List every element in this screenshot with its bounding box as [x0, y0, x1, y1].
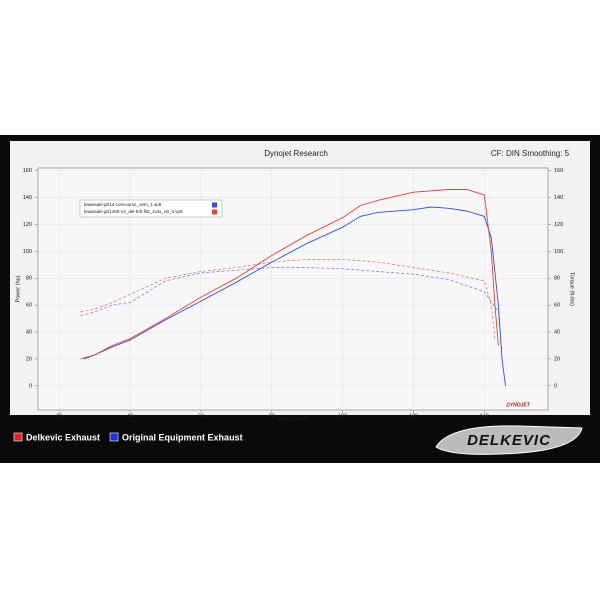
y2-tick-label: 120 — [554, 222, 563, 228]
x-tick-label: 120 — [409, 413, 418, 419]
dyno-logo: DYNOJET — [506, 402, 531, 408]
torque-line — [80, 259, 496, 339]
x-tick-label: 40 — [127, 413, 133, 419]
logo-shape — [435, 425, 583, 455]
y2-tick-label: 160 — [554, 168, 563, 174]
y-tick-label: 80 — [26, 276, 32, 282]
chart-title: Dynojet Research — [264, 149, 328, 158]
legend-swatch — [212, 209, 217, 215]
y-tick-label: 100 — [23, 249, 32, 255]
y-tick-label: 120 — [23, 222, 32, 228]
brand-logo: DELKEVIC — [435, 425, 583, 455]
x-tick-label: 100 — [338, 413, 347, 419]
y-axis-label: Power (hp) — [15, 275, 21, 302]
y2-tick-label: 100 — [554, 249, 563, 255]
plot-layer: 0 20 40 60 80 100 120 140 160 0 20 40 60 80 100 120 140 1… — [23, 168, 563, 419]
chart-subtitle: CF: DIN Smoothing: 5 — [491, 149, 570, 158]
y-tick-label: 160 — [23, 168, 32, 174]
y2-tick-label: 20 — [554, 356, 560, 362]
torque-line — [80, 267, 503, 353]
x-tick-label: 60 — [198, 413, 204, 419]
legend-box — [79, 199, 223, 218]
y2-axis-label: Torque (ft-lbs) — [569, 272, 575, 306]
exhaust-swatch — [13, 432, 23, 442]
legend-label: kawasaki-gtr14-concourse_oem_1.vp8 — [84, 202, 162, 207]
legend-swatch — [212, 202, 217, 208]
brand-text: DELKEVIC — [467, 432, 551, 449]
legend-label: kawasaki-gtr1400-14_del-hdr-fit2_zv4s_nb… — [84, 209, 183, 214]
exhaust-label: Delkevic Exhaust — [26, 432, 100, 442]
exhaust-label: Original Equipment Exhaust — [122, 432, 243, 442]
y-tick-label: 40 — [26, 329, 32, 335]
y2-tick-label: 60 — [554, 303, 560, 309]
x-axis-label: Speed (mph) — [277, 416, 309, 422]
x-tick-label: 20 — [56, 413, 62, 419]
exhaust-swatch — [109, 432, 119, 442]
x-tick-label: 140 — [480, 413, 489, 419]
y2-tick-label: 80 — [554, 276, 560, 282]
x-tick-label: 80 — [269, 413, 275, 419]
y-tick-label: 140 — [23, 195, 32, 201]
y-tick-label: 0 — [29, 383, 32, 389]
power-line — [80, 189, 499, 360]
legend: kawasaki-gtr14-concourse_oem_1.vp8kawasa… — [79, 199, 223, 218]
y2-tick-label: 40 — [554, 329, 560, 335]
y2-tick-label: 140 — [554, 195, 563, 201]
y-tick-label: 20 — [26, 356, 32, 362]
y-tick-label: 60 — [26, 303, 32, 309]
y2-tick-label: 0 — [554, 383, 557, 389]
